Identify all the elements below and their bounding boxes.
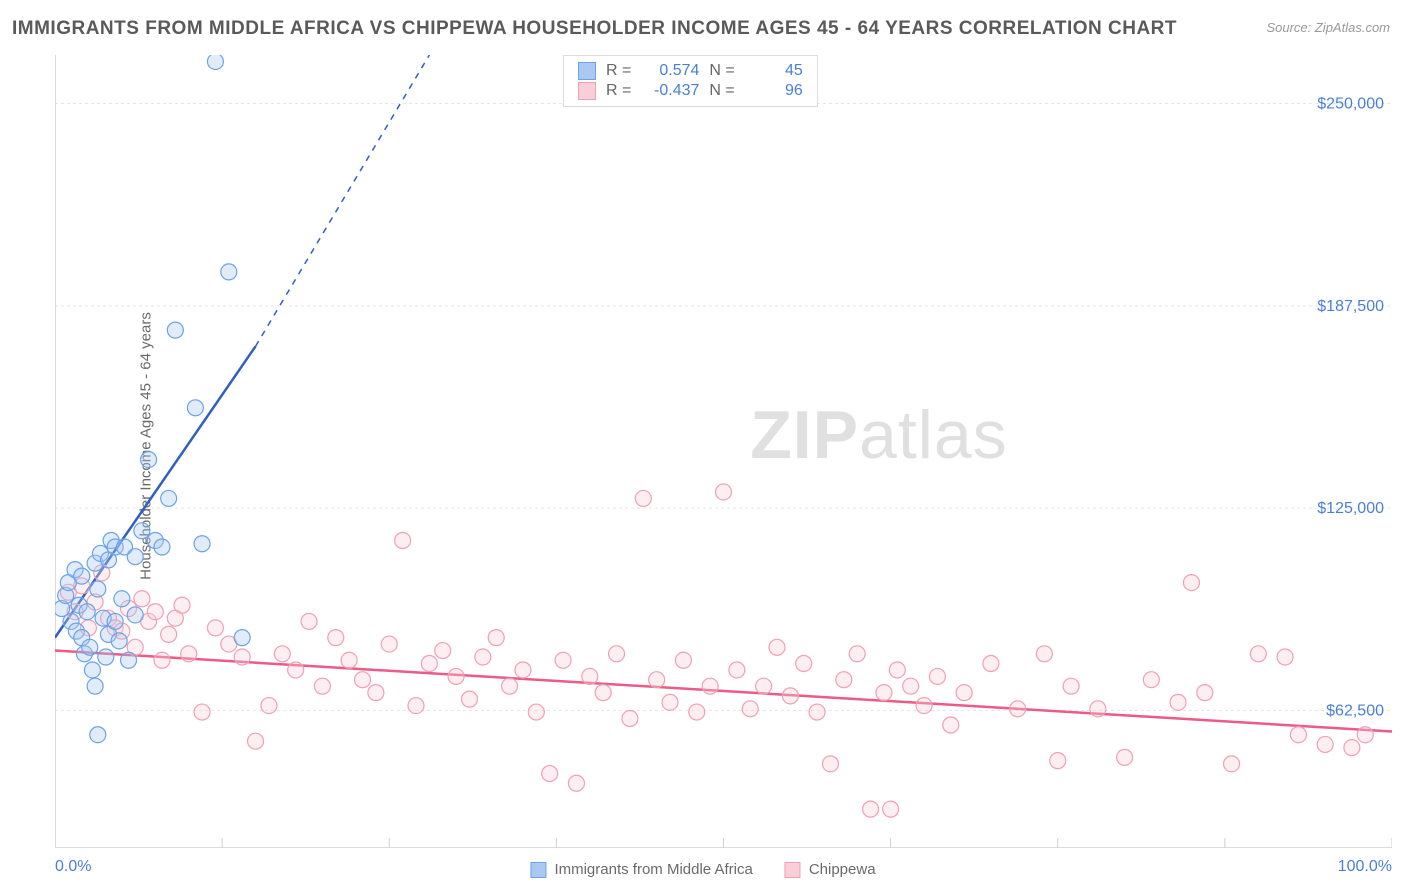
svg-text:$250,000: $250,000 [1317, 96, 1384, 113]
n-label: N = [709, 62, 734, 80]
svg-text:$125,000: $125,000 [1317, 500, 1384, 517]
stat-swatch-1 [578, 62, 596, 80]
stat-swatch-2 [578, 82, 596, 100]
legend-bottom: Immigrants from Middle Africa Chippewa [530, 861, 875, 878]
r-label: R = [606, 82, 631, 100]
stat-row-series-1: R = 0.574 N = 45 [578, 62, 803, 80]
source-attribution: Source: ZipAtlas.com [1266, 20, 1390, 35]
legend-swatch-2 [785, 862, 801, 878]
stat-row-series-2: R = -0.437 N = 96 [578, 82, 803, 100]
legend-item-1: Immigrants from Middle Africa [530, 861, 752, 878]
r-label: R = [606, 62, 631, 80]
n-value-1: 45 [745, 62, 803, 80]
svg-text:$62,500: $62,500 [1326, 702, 1384, 719]
chart-title: IMMIGRANTS FROM MIDDLE AFRICA VS CHIPPEW… [12, 18, 1177, 40]
scatter-chart-svg: $62,500 $125,000 $187,500 $250,000 [55, 55, 1392, 848]
r-value-2: -0.437 [641, 82, 699, 100]
svg-text:$187,500: $187,500 [1317, 298, 1384, 315]
x-tick-min: 0.0% [55, 858, 91, 876]
legend-item-2: Chippewa [785, 861, 876, 878]
legend-swatch-1 [530, 862, 546, 878]
legend-label-2: Chippewa [809, 861, 876, 878]
correlation-stat-box: R = 0.574 N = 45 R = -0.437 N = 96 [563, 55, 818, 107]
x-tick-max: 100.0% [1338, 858, 1392, 876]
legend-label-1: Immigrants from Middle Africa [554, 861, 752, 878]
n-label: N = [709, 82, 734, 100]
n-value-2: 96 [745, 82, 803, 100]
r-value-1: 0.574 [641, 62, 699, 80]
chart-plot-area: $62,500$125,000$187,500$250,000 ZIPatlas… [55, 55, 1392, 848]
